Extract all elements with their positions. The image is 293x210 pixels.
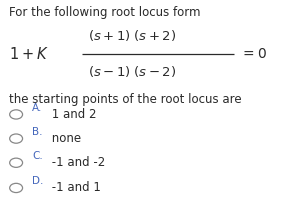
Text: For the following root locus form: For the following root locus form bbox=[9, 6, 200, 19]
Text: $(s+1)\;(s+2)$: $(s+1)\;(s+2)$ bbox=[88, 28, 176, 43]
Text: A.: A. bbox=[32, 103, 42, 113]
Text: the starting points of the root locus are: the starting points of the root locus ar… bbox=[9, 93, 241, 106]
Text: D.: D. bbox=[32, 176, 44, 186]
Text: -1 and -2: -1 and -2 bbox=[48, 156, 105, 169]
Text: $1+K$: $1+K$ bbox=[9, 46, 49, 62]
Text: 1 and 2: 1 and 2 bbox=[48, 108, 97, 121]
Text: B.: B. bbox=[32, 127, 43, 137]
Text: C.: C. bbox=[32, 151, 43, 161]
Text: $=0$: $=0$ bbox=[240, 47, 267, 60]
Text: $(s-1)\;(s-2)$: $(s-1)\;(s-2)$ bbox=[88, 64, 176, 79]
Text: none: none bbox=[48, 132, 81, 145]
Text: -1 and 1: -1 and 1 bbox=[48, 181, 101, 194]
